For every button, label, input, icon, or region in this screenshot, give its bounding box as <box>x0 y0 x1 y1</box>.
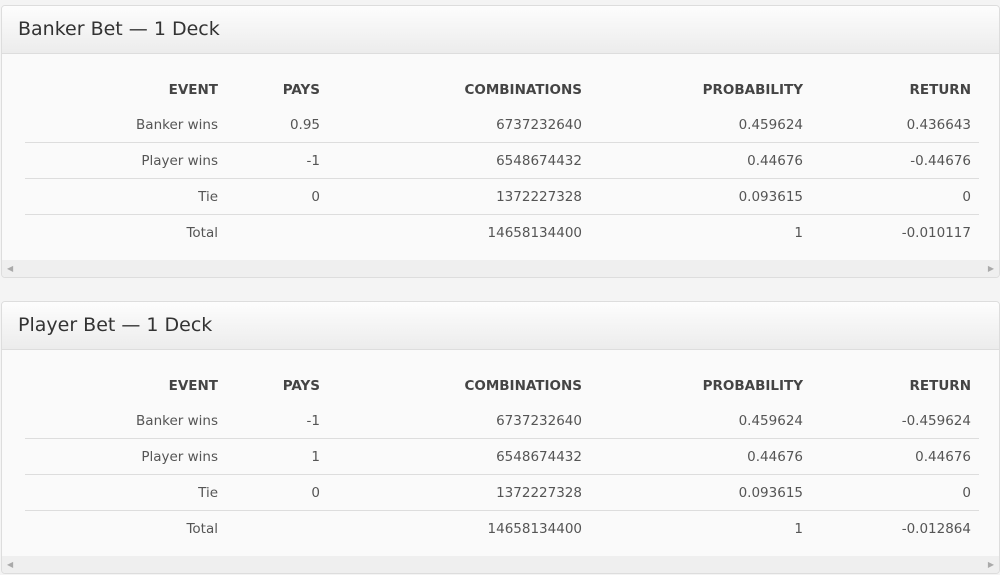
table-cell: Tie <box>198 484 218 501</box>
table-cell: 0.95 <box>289 116 320 133</box>
table-cell: 6737232640 <box>496 116 582 133</box>
table-cell: 1 <box>794 520 803 537</box>
table-cell: 0 <box>962 188 971 205</box>
table-cell: 6548674432 <box>496 152 582 169</box>
table-cell: Banker wins <box>136 116 218 133</box>
table-cell: 1372227328 <box>496 188 582 205</box>
column-header: PAYS <box>282 81 320 98</box>
table-cell: 1 <box>794 224 803 241</box>
column-header: EVENT <box>168 377 218 394</box>
column-header: PROBABILITY <box>702 81 803 98</box>
table-cell: 0.44676 <box>747 152 803 169</box>
table-cell: 0.436643 <box>906 116 971 133</box>
table-cell <box>226 215 328 251</box>
table-cell: -1 <box>306 412 320 429</box>
table-cell: 0.093615 <box>738 188 803 205</box>
column-header: PROBABILITY <box>702 377 803 394</box>
table-cell: Total <box>186 520 218 537</box>
scroll-left-icon[interactable]: ◀ <box>7 264 14 273</box>
table-cell: Banker wins <box>136 412 218 429</box>
table-row: Tie 0 1372227328 0.093615 0 <box>25 475 979 511</box>
table-cell: 0.44676 <box>915 448 971 465</box>
table-cell: Total <box>186 224 218 241</box>
table-row: Banker wins 0.95 6737232640 0.459624 0.43664… <box>25 107 979 143</box>
table-header-row: EVENT PAYS COMBINATIONS PROBABILITY RETURN <box>25 72 979 107</box>
table-cell: -1 <box>306 152 320 169</box>
column-header: EVENT <box>168 81 218 98</box>
table-cell: 14658134400 <box>487 520 582 537</box>
panel-header: Banker Bet — 1 Deck <box>2 6 999 54</box>
panel-title: Banker Bet — 1 Deck <box>18 18 220 40</box>
column-header: RETURN <box>909 81 971 98</box>
panel-title: Player Bet — 1 Deck <box>18 314 213 336</box>
table-row: Total 14658134400 1 -0.010117 <box>25 215 979 251</box>
column-header: RETURN <box>909 377 971 394</box>
panel-1: Player Bet — 1 Deck EVENT PAYS COMBINATION… <box>1 301 1000 574</box>
table-cell: 0.44676 <box>747 448 803 465</box>
table-cell: -0.010117 <box>901 224 971 241</box>
scroll-left-icon[interactable]: ◀ <box>7 560 14 569</box>
table-cell: -0.012864 <box>901 520 971 537</box>
table-cell: 0 <box>311 484 320 501</box>
table-cell: 6737232640 <box>496 412 582 429</box>
table-cell <box>226 511 328 547</box>
table-cell: Player wins <box>141 448 218 465</box>
odds-table: EVENT PAYS COMBINATIONS PROBABILITY RETURN Ba… <box>25 368 979 546</box>
horizontal-scrollbar[interactable]: ◀ ▶ <box>2 260 999 277</box>
table-cell: 0 <box>962 484 971 501</box>
table-row: Player wins -1 6548674432 0.44676 -0.44676 <box>25 143 979 179</box>
table-row: Total 14658134400 1 -0.012864 <box>25 511 979 547</box>
table-cell: 0 <box>311 188 320 205</box>
column-header: PAYS <box>282 377 320 394</box>
table-row: Banker wins -1 6737232640 0.459624 -0.459624 <box>25 403 979 439</box>
table-cell: 0.093615 <box>738 484 803 501</box>
table-cell: -0.459624 <box>901 412 971 429</box>
table-cell: 6548674432 <box>496 448 582 465</box>
table-cell: -0.44676 <box>910 152 971 169</box>
table-cell: 1 <box>311 448 320 465</box>
column-header: COMBINATIONS <box>464 377 582 394</box>
table-cell: 14658134400 <box>487 224 582 241</box>
odds-table: EVENT PAYS COMBINATIONS PROBABILITY RETURN Ba… <box>25 72 979 250</box>
table-cell: 0.459624 <box>738 116 803 133</box>
table-cell: Player wins <box>141 152 218 169</box>
table-cell: 1372227328 <box>496 484 582 501</box>
scroll-right-icon[interactable]: ▶ <box>987 264 994 273</box>
column-header: COMBINATIONS <box>464 81 582 98</box>
panel-header: Player Bet — 1 Deck <box>2 302 999 350</box>
table-cell: Tie <box>198 188 218 205</box>
scroll-right-icon[interactable]: ▶ <box>987 560 994 569</box>
table-cell: 0.459624 <box>738 412 803 429</box>
horizontal-scrollbar[interactable]: ◀ ▶ <box>2 556 999 573</box>
panel-0: Banker Bet — 1 Deck EVENT PAYS COMBINATION… <box>1 5 1000 278</box>
table-row: Tie 0 1372227328 0.093615 0 <box>25 179 979 215</box>
table-header-row: EVENT PAYS COMBINATIONS PROBABILITY RETURN <box>25 368 979 403</box>
table-row: Player wins 1 6548674432 0.44676 0.44676 <box>25 439 979 475</box>
